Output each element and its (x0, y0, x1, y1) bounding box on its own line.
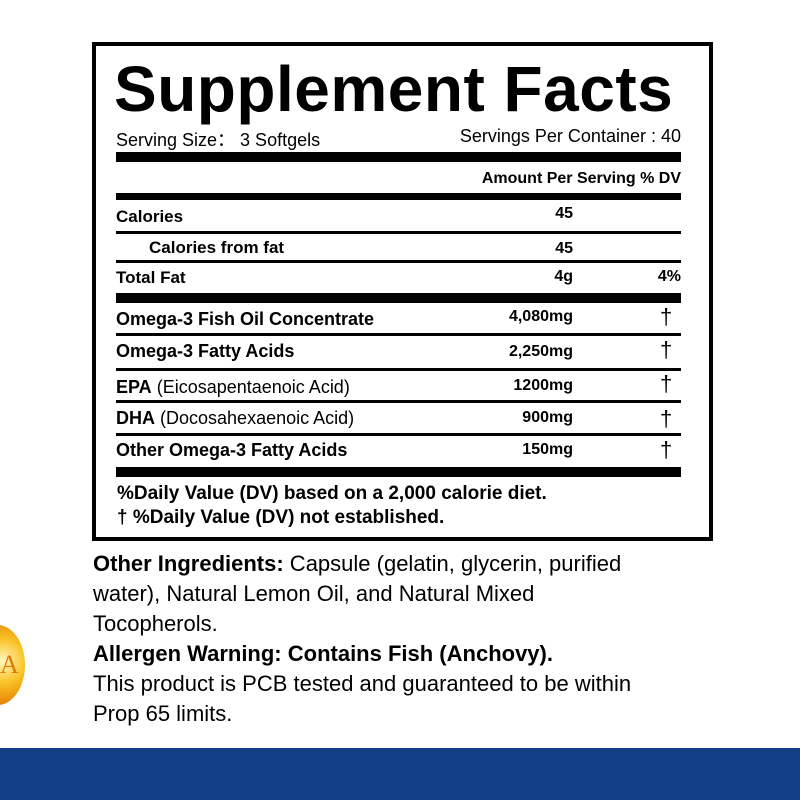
row-label: Omega-3 Fish Oil Concentrate (116, 309, 375, 329)
footer-band (0, 748, 800, 800)
other-ingredients-text: water), Natural Lemon Oil, and Natural M… (93, 581, 535, 606)
serving-size: Serving Size： 3 Softgels (116, 130, 321, 150)
row-label: DHA (116, 408, 155, 428)
row-label: Total Fat (116, 268, 186, 287)
divider (116, 193, 681, 200)
dagger-mark: † (660, 437, 673, 462)
other-ingredients: Other Ingredients: Capsule (gelatin, gly… (93, 549, 621, 579)
pcb-statement: Prop 65 limits. (93, 701, 233, 726)
divider (116, 433, 681, 436)
vitamin-a-logo-icon: A (0, 625, 25, 705)
row-amount: 900mg (522, 409, 573, 426)
row-label: EPA (116, 377, 152, 397)
row-label: Other Omega-3 Fatty Acids (116, 440, 348, 460)
row-label: Calories from fat (149, 238, 285, 257)
dagger-mark: † (660, 304, 673, 329)
divider (116, 293, 681, 303)
row-dv: 4% (657, 268, 681, 285)
footnote-dagger: † %Daily Value (DV) not established. (117, 507, 445, 528)
divider (116, 231, 681, 234)
other-ingredients-text: Capsule (gelatin, glycerin, purified (283, 551, 622, 576)
servings-per-container: Servings Per Container : 40 (459, 126, 681, 146)
divider (116, 368, 681, 371)
row-amount: 150mg (522, 441, 573, 458)
row-amount: 1200mg (513, 377, 573, 394)
row-amount: 45 (555, 205, 573, 222)
dagger-mark: † (660, 371, 673, 396)
divider (116, 152, 681, 162)
row-sublabel: (Eicosapentaenoic Acid) (156, 377, 350, 397)
panel-title: Supplement Facts (114, 53, 674, 125)
footnote-dv: %Daily Value (DV) based on a 2,000 calor… (117, 483, 547, 504)
other-ingredients-text: Tocopherols. (93, 611, 218, 636)
divider (116, 260, 681, 263)
row-sublabel: (Docosahexaenoic Acid) (160, 408, 355, 428)
row-amount: 45 (555, 240, 573, 257)
divider (116, 400, 681, 403)
row-label: Calories (116, 207, 184, 226)
dagger-mark: † (660, 406, 673, 431)
divider (116, 333, 681, 336)
row-label: Omega-3 Fatty Acids (116, 341, 295, 361)
column-header: Amount Per Serving % DV (481, 170, 681, 187)
row-amount: 4g (554, 268, 573, 285)
allergen-warning: Allergen Warning: Contains Fish (Anchovy… (93, 641, 553, 666)
other-ingredients-label: Other Ingredients: (93, 551, 284, 576)
supplement-facts-panel (92, 42, 713, 541)
dagger-mark: † (660, 337, 673, 362)
pcb-statement: This product is PCB tested and guarantee… (93, 671, 632, 696)
row-amount: 4,080mg (508, 308, 573, 325)
divider (116, 467, 681, 477)
row-amount: 2,250mg (508, 343, 573, 360)
